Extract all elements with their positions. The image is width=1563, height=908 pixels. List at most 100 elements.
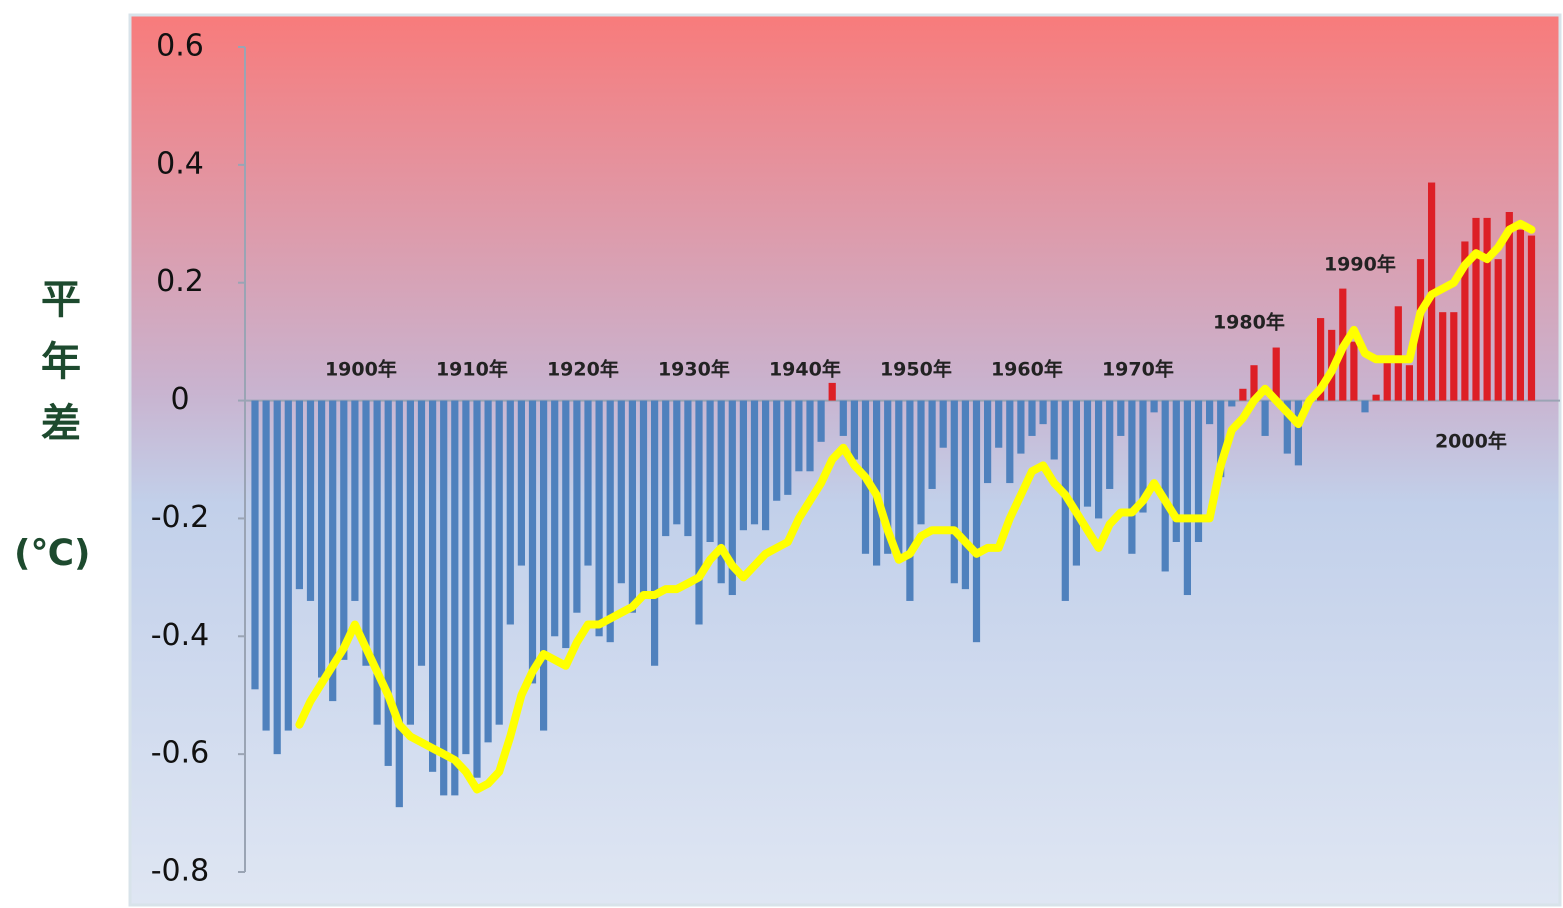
bar: [1317, 318, 1325, 401]
bar: [1439, 312, 1447, 401]
bar: [451, 400, 459, 796]
bar: [406, 400, 414, 725]
x-tick-label: 1920年: [547, 358, 619, 381]
bar: [961, 400, 969, 590]
bar: [551, 400, 559, 637]
bar: [351, 400, 359, 601]
bar: [873, 400, 881, 566]
y-tick-label: 0.4: [156, 146, 204, 181]
bar: [429, 400, 437, 772]
bar: [750, 400, 759, 525]
x-tick-label: 1930年: [658, 358, 730, 381]
smoothed-line: [295, 219, 1536, 794]
bar: [1095, 400, 1103, 519]
y-tick-label: -0.8: [151, 854, 210, 889]
bar: [762, 400, 770, 531]
bar: [318, 400, 326, 678]
bar: [1416, 259, 1425, 401]
y-tick-label: -0.4: [151, 618, 210, 653]
bar: [1350, 341, 1358, 401]
bar: [373, 400, 381, 725]
bar: [639, 400, 648, 596]
bar: [273, 400, 281, 755]
bar: [1117, 400, 1125, 436]
bar: [1494, 259, 1502, 401]
bar: [1361, 400, 1369, 413]
bar: [606, 400, 614, 643]
x-tick-label: 1990年: [1324, 253, 1396, 276]
x-tick-label: 1910年: [436, 358, 508, 381]
bar: [540, 400, 548, 731]
bar: [1239, 388, 1247, 401]
bar: [1472, 217, 1480, 401]
bar: [1050, 400, 1058, 460]
bar: [917, 400, 925, 525]
bar: [295, 400, 303, 590]
bar: [1150, 400, 1158, 413]
y-tick-label: 0.2: [156, 264, 204, 299]
bar: [1505, 212, 1513, 401]
x-tick-label: 1940年: [769, 358, 841, 381]
bar: [706, 400, 714, 542]
bar: [906, 400, 914, 601]
x-tick-label: 2000年: [1435, 430, 1507, 453]
bar: [950, 400, 958, 584]
bar: [817, 400, 825, 442]
x-tick-label: 1950年: [880, 358, 952, 381]
bar: [728, 400, 736, 596]
bar: [262, 400, 270, 731]
bar: [1294, 400, 1302, 466]
bar: [1250, 365, 1258, 401]
bar: [340, 400, 348, 660]
bar: [1172, 400, 1180, 542]
bar: [1383, 359, 1391, 401]
bar: [1194, 400, 1203, 542]
bar: [939, 400, 947, 448]
bar: [1217, 400, 1225, 478]
y-tick-label: 0.6: [156, 29, 204, 64]
bar: [251, 400, 259, 690]
bar: [928, 400, 936, 489]
x-tick-label: 1900年: [325, 358, 397, 381]
x-tick-label: 1960年: [991, 358, 1063, 381]
bar: [1106, 400, 1114, 489]
bar: [784, 400, 792, 495]
y-tick-label: -0.2: [151, 500, 210, 535]
bar: [306, 400, 315, 601]
bar: [517, 400, 525, 566]
bar: [739, 400, 747, 531]
bar: [995, 400, 1003, 448]
bar: [850, 400, 858, 460]
bar: [828, 382, 836, 401]
bar: [395, 400, 403, 808]
bar: [617, 400, 625, 584]
bar: [1483, 217, 1491, 401]
bar: [417, 400, 426, 666]
bar: [495, 400, 503, 725]
bar: [329, 400, 337, 702]
bar: [1183, 400, 1191, 596]
bar: [1083, 400, 1092, 507]
bar: [972, 400, 981, 643]
bar: [895, 400, 903, 554]
bar: [1527, 235, 1536, 401]
bar: [562, 400, 570, 649]
bar: [884, 400, 892, 554]
bar: [773, 400, 781, 501]
bar: [440, 400, 448, 796]
bar: [1072, 400, 1080, 566]
bar: [628, 400, 636, 613]
bar: [1261, 400, 1269, 436]
bar: [528, 400, 537, 684]
bar: [384, 400, 392, 766]
bar: [1394, 306, 1402, 401]
bar: [473, 400, 481, 778]
y-tick-label: 0: [170, 382, 189, 417]
bar: [662, 400, 670, 537]
bar: [462, 400, 470, 755]
bar: [1228, 400, 1236, 407]
bar: [795, 400, 803, 472]
bar: [695, 400, 703, 625]
